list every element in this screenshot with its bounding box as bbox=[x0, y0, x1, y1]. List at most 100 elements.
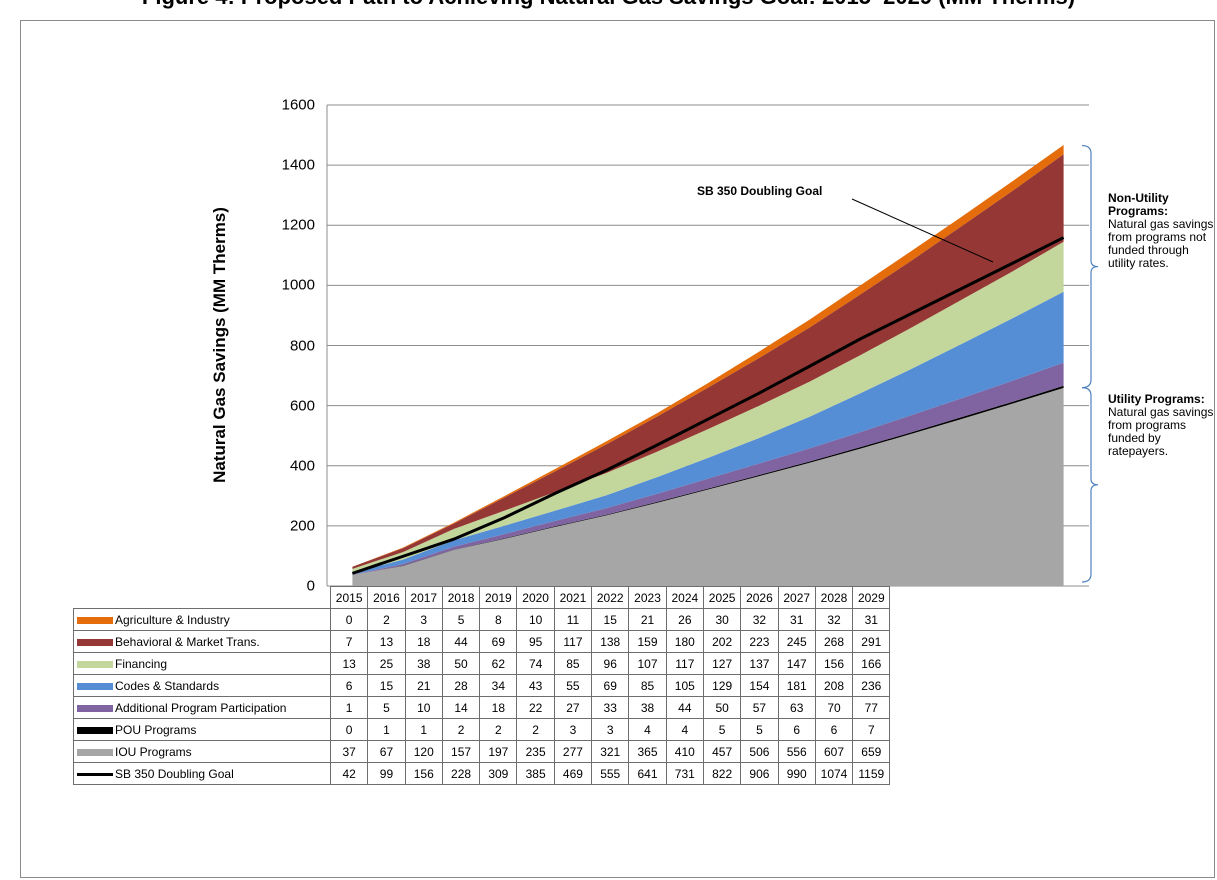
data-label: 6 bbox=[777, 718, 816, 741]
data-label: 469 bbox=[553, 762, 593, 785]
data-label: 410 bbox=[665, 740, 704, 763]
data-label: 44 bbox=[665, 696, 704, 719]
series-name: POU Programs bbox=[115, 722, 197, 737]
data-label: 30 bbox=[702, 608, 742, 631]
data-label: 321 bbox=[591, 740, 630, 763]
utility-annotation: Utility Programs: Natural gas savings fr… bbox=[1108, 393, 1217, 458]
data-label: 236 bbox=[852, 674, 891, 697]
table-row: Agriculture & Industry 0 2 3 5 8 10 11 15 21 26 30 3… bbox=[73, 608, 891, 631]
table-row: Additional Program Participation 1 5 10 14 18… bbox=[73, 696, 891, 719]
x-tick-label: 2023 bbox=[628, 586, 667, 609]
data-label: 33 bbox=[591, 696, 630, 719]
legend-swatch bbox=[77, 682, 113, 690]
data-label: 10 bbox=[516, 608, 555, 631]
data-label: 67 bbox=[367, 740, 406, 763]
area-iou-programs bbox=[352, 387, 1064, 586]
data-label: 129 bbox=[702, 674, 742, 697]
table-header-row: 2015 2016 2017 2018 2019 2020 2021 2022 2023 2024… bbox=[73, 586, 891, 609]
data-label: 85 bbox=[553, 652, 593, 675]
data-label: 107 bbox=[628, 652, 667, 675]
data-label: 641 bbox=[628, 762, 667, 785]
data-label: 120 bbox=[404, 740, 443, 763]
data-label: 291 bbox=[852, 630, 891, 653]
data-label: 156 bbox=[404, 762, 443, 785]
series-legend-cell: Codes & Standards bbox=[73, 674, 331, 697]
legend-swatch bbox=[77, 748, 113, 756]
data-label: 26 bbox=[665, 608, 704, 631]
x-tick-label: 2018 bbox=[441, 586, 481, 609]
data-label: 156 bbox=[814, 652, 854, 675]
utility-brace bbox=[1081, 386, 1099, 583]
data-label: 181 bbox=[777, 674, 816, 697]
data-label: 4 bbox=[665, 718, 704, 741]
series-name: Agriculture & Industry bbox=[115, 612, 230, 627]
x-tick-label: 2029 bbox=[852, 586, 891, 609]
goal-callout-label: SB 350 Doubling Goal bbox=[697, 184, 823, 198]
series-name: Codes & Standards bbox=[115, 678, 220, 693]
data-label: 147 bbox=[777, 652, 816, 675]
data-label: 5 bbox=[740, 718, 779, 741]
data-label: 1159 bbox=[852, 762, 891, 785]
data-label: 157 bbox=[441, 740, 481, 763]
data-table: 2015 2016 2017 2018 2019 2020 2021 2022 2023 2024… bbox=[73, 586, 891, 785]
y-tick-label: 800 bbox=[289, 337, 315, 354]
data-label: 25 bbox=[367, 652, 406, 675]
data-label: 731 bbox=[665, 762, 704, 785]
data-label: 555 bbox=[591, 762, 630, 785]
data-label: 32 bbox=[814, 608, 854, 631]
legend-swatch bbox=[77, 660, 113, 668]
series-name: Behavioral & Market Trans. bbox=[115, 634, 260, 649]
y-tick-label: 1200 bbox=[281, 216, 315, 234]
data-label: 13 bbox=[329, 652, 369, 675]
data-label: 22 bbox=[516, 696, 555, 719]
data-label: 1 bbox=[329, 696, 369, 719]
series-name: SB 350 Doubling Goal bbox=[115, 766, 234, 781]
series-legend-cell: Additional Program Participation bbox=[73, 696, 331, 719]
data-label: 2 bbox=[516, 718, 555, 741]
data-label: 18 bbox=[479, 696, 518, 719]
x-tick-label: 2027 bbox=[777, 586, 816, 609]
data-label: 5 bbox=[702, 718, 742, 741]
data-label: 138 bbox=[591, 630, 630, 653]
table-row: POU Programs 0 1 1 2 2 2 3 3 4 4 5 5 6 6 7 bbox=[73, 718, 891, 741]
data-label: 50 bbox=[441, 652, 481, 675]
data-label: 42 bbox=[329, 762, 369, 785]
data-label: 11 bbox=[553, 608, 593, 631]
x-tick-label: 2028 bbox=[814, 586, 854, 609]
data-label: 1 bbox=[367, 718, 406, 741]
table-row: IOU Programs 37 67 120 157 197 235 277 321 365 410… bbox=[73, 740, 891, 763]
data-label: 2 bbox=[479, 718, 518, 741]
data-label: 7 bbox=[329, 630, 369, 653]
data-label: 43 bbox=[516, 674, 555, 697]
data-label: 208 bbox=[814, 674, 854, 697]
data-label: 5 bbox=[441, 608, 481, 631]
x-tick-label: 2021 bbox=[553, 586, 593, 609]
y-tick-label: 0 bbox=[306, 577, 315, 595]
data-label: 37 bbox=[329, 740, 369, 763]
y-tick-label: 1400 bbox=[281, 156, 315, 174]
y-tick-label: 400 bbox=[289, 457, 315, 475]
x-tick-label: 2019 bbox=[479, 586, 518, 609]
x-tick-label: 2016 bbox=[367, 586, 406, 609]
series-legend-cell: POU Programs bbox=[73, 718, 331, 741]
data-label: 38 bbox=[628, 696, 667, 719]
x-tick-label: 2020 bbox=[516, 586, 555, 609]
x-tick-label: 2025 bbox=[702, 586, 742, 609]
data-label: 3 bbox=[553, 718, 593, 741]
data-label: 228 bbox=[441, 762, 481, 785]
data-label: 62 bbox=[479, 652, 518, 675]
data-label: 99 bbox=[367, 762, 406, 785]
data-label: 50 bbox=[702, 696, 742, 719]
non-utility-text: Natural gas savings from programs not fu… bbox=[1108, 217, 1214, 270]
table-row: SB 350 Doubling Goal 42 99 156 228 309 385 469 5… bbox=[73, 762, 891, 785]
data-label: 365 bbox=[628, 740, 667, 763]
non-utility-annotation: Non-Utility Programs: Natural gas saving… bbox=[1108, 192, 1217, 270]
data-label: 15 bbox=[591, 608, 630, 631]
data-label: 69 bbox=[591, 674, 630, 697]
data-label: 77 bbox=[852, 696, 891, 719]
data-label: 57 bbox=[740, 696, 779, 719]
series-legend-cell: Financing bbox=[73, 652, 331, 675]
data-label: 34 bbox=[479, 674, 518, 697]
data-label: 4 bbox=[628, 718, 667, 741]
series-legend-cell: Agriculture & Industry bbox=[73, 608, 331, 631]
